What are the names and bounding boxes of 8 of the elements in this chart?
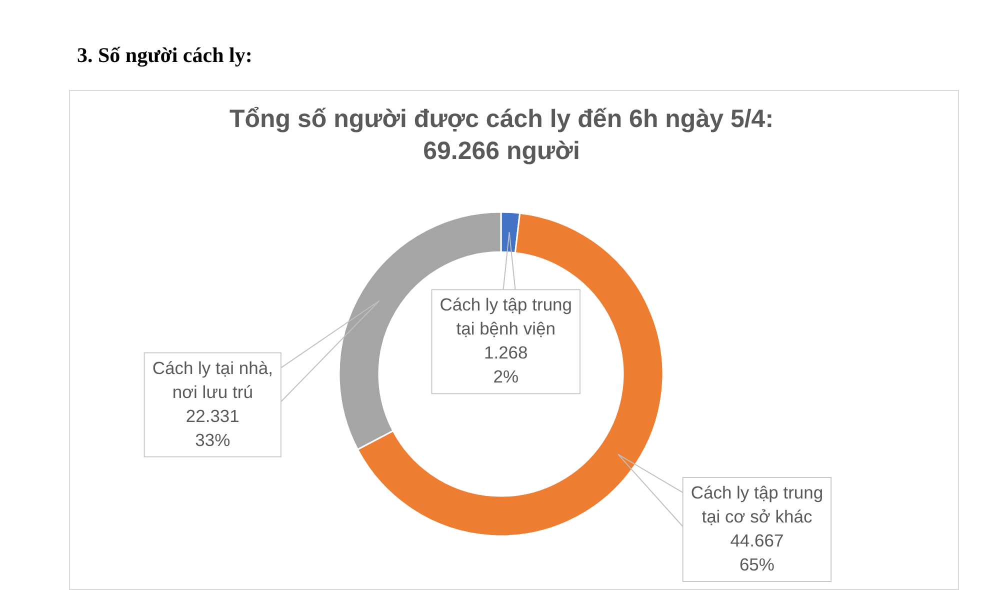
slice-label: Cách ly tại nhà, nơi lưu trú (152, 358, 273, 402)
text: 3. Số người cách ly: (77, 43, 252, 67)
data-label: 1.268 2% (484, 342, 528, 387)
data-label: 22.331 33% (186, 406, 240, 450)
chart-title: Tổng số người được cách ly đến 6h ngày 5/4: 69.266 người (229, 105, 774, 165)
slice-label: Cách ly tập trung tại bệnh viện (440, 294, 572, 339)
data-label: 44.667 65% (730, 530, 784, 575)
slice-label: Cách ly tập trung tại cơ sở khác (690, 482, 824, 527)
